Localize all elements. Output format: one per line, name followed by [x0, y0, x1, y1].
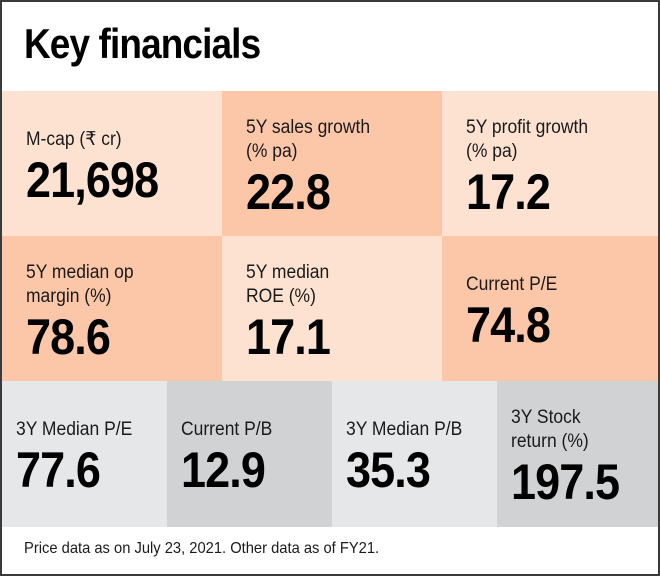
metric-value: 77.6	[16, 442, 101, 498]
metric-label: (% pa)	[246, 140, 298, 162]
metric-mcap: M-cap (₹ cr) 21,698	[2, 91, 222, 236]
metric-label: return (%)	[511, 431, 589, 452]
metric-label: 5Y sales growth	[246, 116, 371, 138]
metric-value: 21,698	[26, 151, 159, 208]
metric-value: 17.2	[466, 163, 551, 220]
metric-label: 5Y median	[246, 261, 330, 283]
metric-label: M-cap (₹ cr)	[26, 128, 122, 150]
card-title: Key financials	[24, 20, 261, 67]
metric-label: 3Y Median P/E	[16, 419, 133, 440]
metric-current-pb: Current P/B 12.9	[167, 381, 332, 527]
metric-label: 3Y Median P/B	[346, 419, 463, 440]
metrics-row-3: 3Y Median P/E 77.6 Current P/B 12.9 3Y M…	[2, 381, 658, 527]
metric-value: 197.5	[511, 454, 620, 510]
metric-current-pe: Current P/E 74.8	[442, 236, 658, 381]
metric-value: 74.8	[466, 296, 551, 353]
metric-3y-median-pb: 3Y Median P/B 35.3	[332, 381, 497, 527]
metric-label: 5Y median op	[26, 261, 134, 283]
metric-5y-median-roe: 5Y median ROE (%) 17.1	[222, 236, 442, 381]
metrics-row-1: M-cap (₹ cr) 21,698 5Y sales growth (% p…	[2, 91, 658, 236]
metric-value: 12.9	[181, 442, 266, 498]
metric-value: 35.3	[346, 442, 431, 498]
metrics-row-2: 5Y median op margin (%) 78.6 5Y median R…	[2, 236, 658, 381]
metric-3y-median-pe: 3Y Median P/E 77.6	[2, 381, 167, 527]
metric-5y-median-op-margin: 5Y median op margin (%) 78.6	[2, 236, 222, 381]
metric-label: 3Y Stock	[511, 407, 581, 428]
metric-value: 17.1	[246, 308, 331, 365]
metric-3y-stock-return: 3Y Stock return (%) 197.5	[497, 381, 658, 527]
metric-label: margin (%)	[26, 285, 112, 307]
metric-5y-profit-growth: 5Y profit growth (% pa) 17.2	[442, 91, 658, 236]
metric-label: (% pa)	[466, 140, 518, 162]
metric-label: Current P/E	[466, 273, 558, 295]
metric-5y-sales-growth: 5Y sales growth (% pa) 22.8	[222, 91, 442, 236]
metric-label: 5Y profit growth	[466, 116, 589, 138]
metric-label: ROE (%)	[246, 285, 316, 307]
metric-label: Current P/B	[181, 419, 273, 440]
metric-value: 78.6	[26, 308, 111, 365]
footnote: Price data as on July 23, 2021. Other da…	[24, 540, 380, 557]
metric-value: 22.8	[246, 163, 331, 220]
